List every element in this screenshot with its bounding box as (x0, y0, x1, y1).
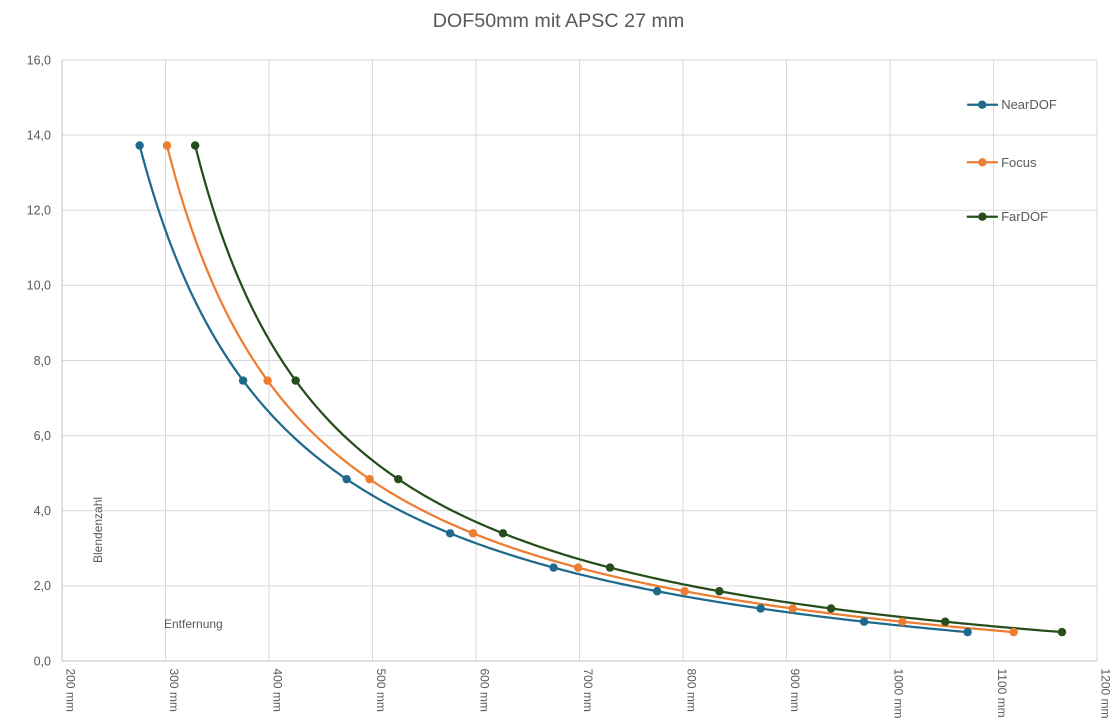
svg-text:1000 mm: 1000 mm (892, 669, 906, 719)
svg-text:900 mm: 900 mm (788, 669, 802, 712)
svg-text:FarDOF: FarDOF (1001, 209, 1048, 224)
svg-text:700 mm: 700 mm (581, 669, 595, 712)
svg-text:6,0: 6,0 (34, 429, 51, 443)
svg-text:500 mm: 500 mm (374, 669, 388, 712)
svg-text:300 mm: 300 mm (167, 669, 181, 712)
svg-text:14,0: 14,0 (27, 128, 51, 142)
svg-text:1200 mm: 1200 mm (1099, 669, 1113, 719)
svg-text:800 mm: 800 mm (685, 669, 699, 712)
svg-text:16,0: 16,0 (27, 53, 51, 67)
svg-text:200 mm: 200 mm (64, 669, 78, 712)
svg-text:400 mm: 400 mm (271, 669, 285, 712)
svg-text:1100 mm: 1100 mm (995, 669, 1009, 718)
svg-text:NearDOF: NearDOF (1001, 97, 1057, 112)
svg-text:12,0: 12,0 (27, 204, 51, 218)
svg-text:600 mm: 600 mm (478, 669, 492, 712)
svg-text:8,0: 8,0 (34, 354, 51, 368)
svg-text:0,0: 0,0 (34, 654, 51, 668)
svg-text:4,0: 4,0 (34, 504, 51, 518)
svg-text:2,0: 2,0 (34, 579, 51, 593)
svg-text:10,0: 10,0 (27, 279, 51, 293)
svg-text:Focus: Focus (1001, 155, 1037, 170)
